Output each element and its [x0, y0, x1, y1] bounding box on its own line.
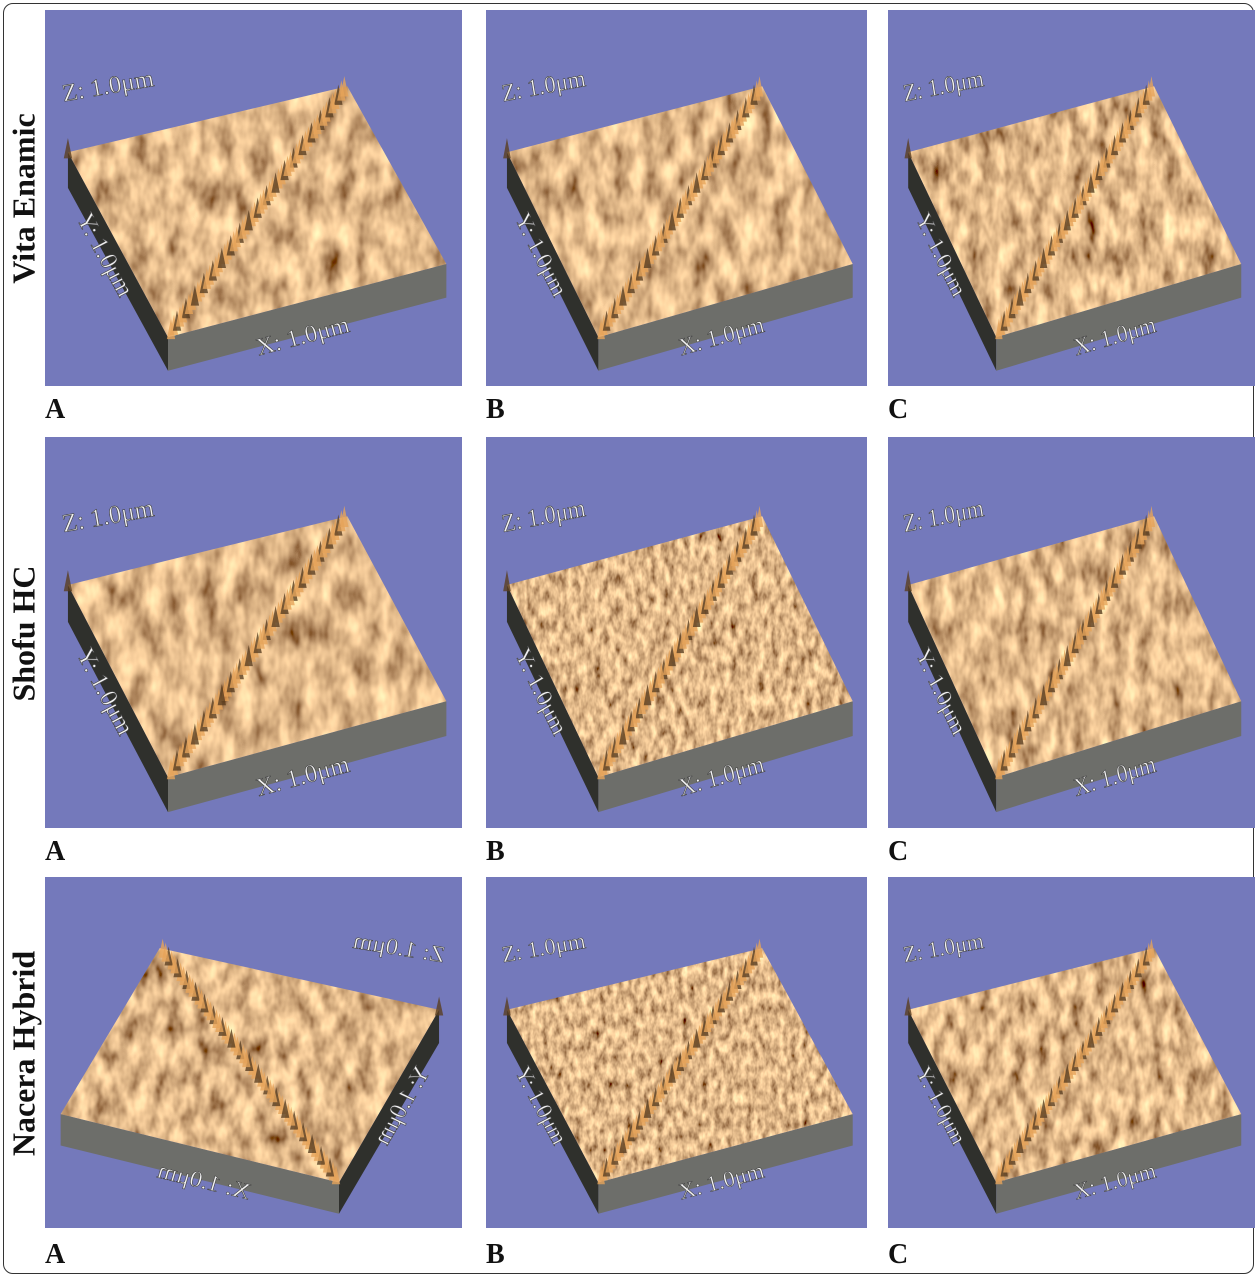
panel-letter: B	[486, 394, 505, 426]
row-label: Nacera Hybrid	[6, 853, 43, 1253]
panel-letter: C	[888, 1239, 908, 1271]
afm-panel: Z: 1.0μmY: 1.0μmX: 1.0μm	[45, 437, 462, 828]
afm-panel: Z: 1.0μmY: 1.0μmX: 1.0μm	[888, 877, 1255, 1228]
panel-letter: B	[486, 836, 505, 868]
panel-letter: A	[45, 394, 65, 426]
panel-letter: B	[486, 1239, 505, 1271]
panel-letter: C	[888, 394, 908, 426]
afm-image: Z: 1.0μmY: 1.0μmX: 1.0μm	[888, 877, 1255, 1228]
afm-panel: Z: 1.0μmY: 1.0μmX: 1.0μm	[486, 437, 867, 828]
afm-image: Z: 1.0μmY: 1.0μmX: 1.0μm	[888, 10, 1255, 386]
panel-letter: A	[45, 1239, 65, 1271]
afm-image: Z: 1.0μmY: 1.0μmX: 1.0μm	[486, 877, 867, 1228]
panel-letter: C	[888, 836, 908, 868]
afm-panel: Z: 1.0μmY: 1.0μmX: 1.0μm	[486, 877, 867, 1228]
panel-letter: A	[45, 836, 65, 868]
row-label: Shofu HC	[6, 433, 43, 833]
row-label: Vita Enamic	[6, 0, 43, 399]
afm-panel: Z: 1.0μmY: 1.0μmX: 1.0μm	[45, 877, 462, 1228]
afm-panel: Z: 1.0μmY: 1.0μmX: 1.0μm	[888, 10, 1255, 386]
